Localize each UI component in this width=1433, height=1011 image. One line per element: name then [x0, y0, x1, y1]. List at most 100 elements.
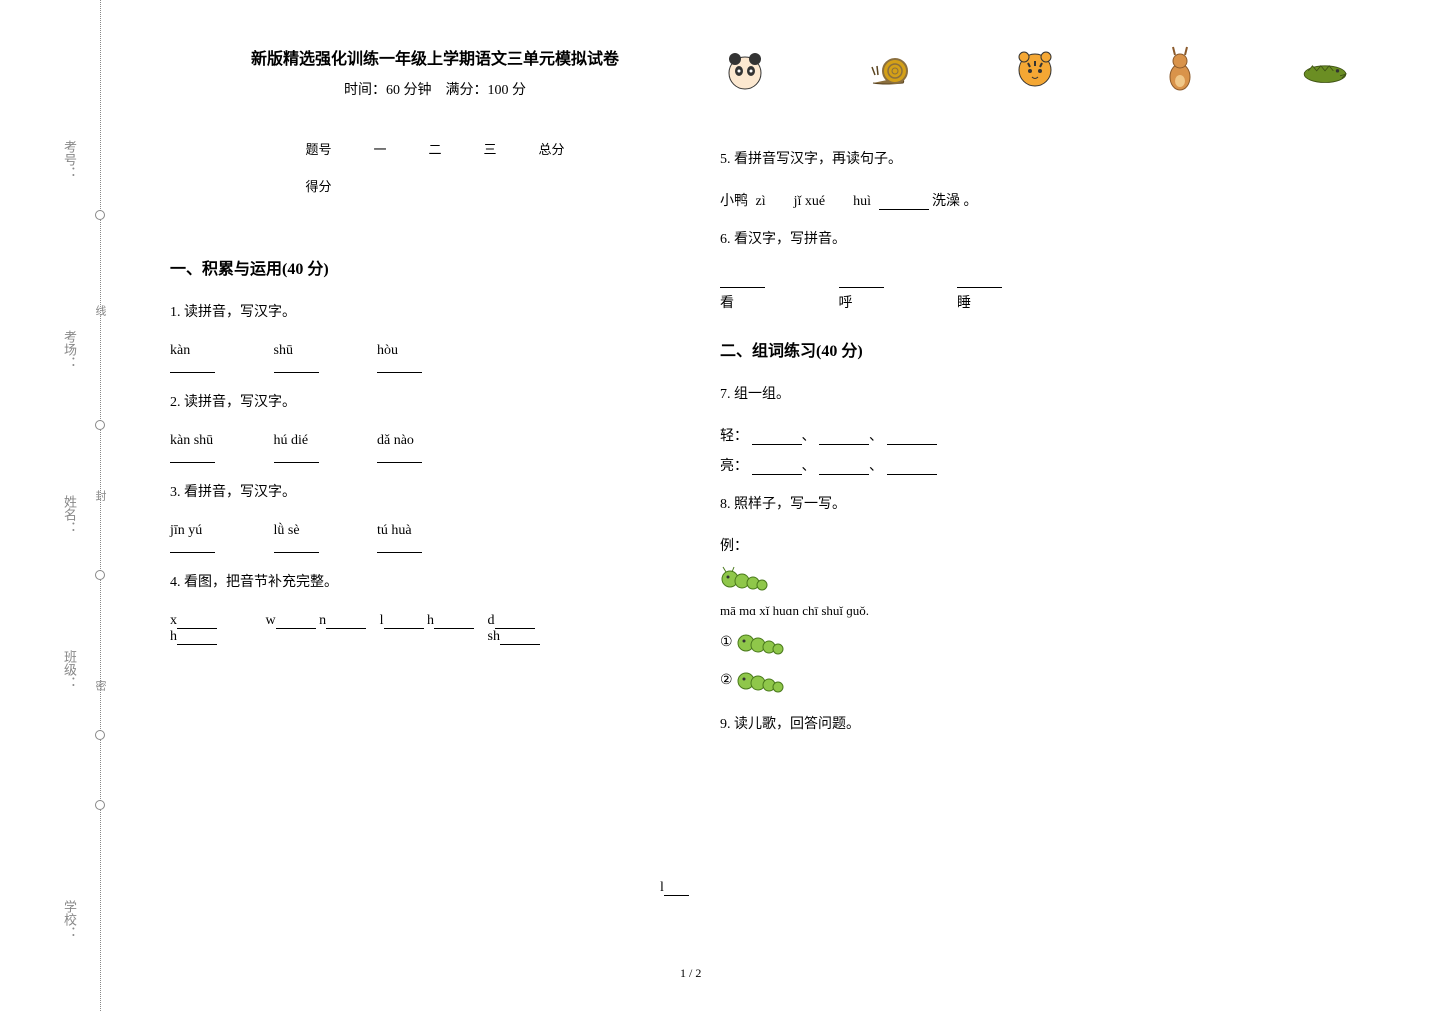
- answer-blank[interactable]: [957, 270, 1002, 288]
- q5-prompt: 5. 看拼音写汉字，再读句子。: [720, 146, 1250, 174]
- dotted-fold-line: [100, 0, 101, 1011]
- answer-blank[interactable]: [887, 461, 937, 475]
- binding-label-name: 姓名：: [60, 495, 79, 534]
- q6-item: 睡: [957, 270, 1002, 312]
- fold-circle: [95, 800, 105, 810]
- q1-item: kàn: [170, 343, 215, 373]
- answer-blank[interactable]: [177, 631, 217, 645]
- q6-item: 看: [720, 270, 765, 312]
- prefix: x: [170, 613, 177, 628]
- pinyin-text: kàn shū: [170, 433, 213, 448]
- answer-blank[interactable]: [819, 431, 869, 445]
- sentence-part: 洗澡 。: [932, 194, 978, 209]
- binding-label-exam-id: 考号：: [60, 140, 79, 179]
- q3-item: jīn yú: [170, 523, 215, 553]
- answer-blank[interactable]: [377, 539, 422, 553]
- q6-item: 呼: [839, 270, 884, 312]
- prefix: n: [319, 613, 326, 628]
- pinyin-text: kàn: [170, 343, 190, 358]
- answer-blank[interactable]: [377, 359, 422, 373]
- q8-prompt: 8. 照样子，写一写。: [720, 491, 1250, 519]
- sentence-part: 小鸭: [720, 194, 748, 209]
- crocodile-icon: [1300, 45, 1350, 95]
- item-number: ①: [720, 635, 733, 650]
- answer-blank[interactable]: [170, 539, 215, 553]
- char-text: 看: [720, 296, 734, 311]
- q8-example-label: 例：: [720, 535, 1250, 555]
- answer-blank[interactable]: [274, 449, 319, 463]
- q7-line1: 轻： 、 、: [720, 425, 1250, 445]
- answer-blank[interactable]: [879, 196, 929, 210]
- binding-label-room: 考场：: [60, 330, 79, 369]
- answer-blank[interactable]: [384, 615, 424, 629]
- q2-prompt: 2. 读拼音，写汉字。: [170, 389, 700, 417]
- binding-label-class: 班级：: [60, 650, 79, 689]
- q1-row: kàn shū hòu: [170, 343, 700, 373]
- item-number: ②: [720, 673, 733, 688]
- answer-blank[interactable]: [500, 631, 540, 645]
- q7-line2: 亮： 、 、: [720, 455, 1250, 475]
- fold-circle: [95, 420, 105, 430]
- pinyin-text: shū: [274, 343, 293, 358]
- score-col: 三: [464, 131, 517, 166]
- answer-blank[interactable]: [377, 449, 422, 463]
- fold-circle: [95, 210, 105, 220]
- prefix: h: [170, 629, 177, 644]
- q4-row: x h w n l h d sh: [170, 613, 700, 645]
- caterpillar-icon: [720, 565, 770, 593]
- q6-row: 看 呼 睡: [720, 270, 1250, 312]
- sentence-part: zì jǐ xué huì: [756, 194, 872, 209]
- prefix: d: [488, 613, 495, 628]
- pinyin-text: tú huà: [377, 523, 412, 538]
- q1-item: hòu: [377, 343, 422, 373]
- answer-blank[interactable]: [752, 461, 802, 475]
- fold-char: 密: [92, 680, 108, 691]
- answer-blank[interactable]: [819, 461, 869, 475]
- exam-title: 新版精选强化训练一年级上学期语文三单元模拟试卷: [170, 45, 700, 69]
- answer-blank[interactable]: [274, 539, 319, 553]
- q8-example: [720, 565, 1250, 593]
- score-col: 二: [408, 131, 461, 166]
- section-2-heading: 二、组词练习(40 分): [720, 337, 1250, 361]
- q9-prompt: 9. 读儿歌，回答问题。: [720, 711, 1250, 739]
- binding-edge: 考号： 考场： 姓名： 班级： 学校： 线 封 密: [60, 0, 120, 1011]
- q8-example-text: mā mɑ xǐ huɑn chī shuǐ ɡuǒ.: [720, 603, 1250, 619]
- prefix: h: [427, 613, 434, 628]
- q2-row: kàn shū hú dié dǎ nào: [170, 433, 700, 463]
- caterpillar-icon: [736, 667, 786, 695]
- q4-prompt: 4. 看图，把音节补充完整。: [170, 569, 700, 597]
- fold-circle: [95, 570, 105, 580]
- q5-sentence: 小鸭 zì jǐ xué huì 洗澡 。: [720, 190, 1250, 210]
- answer-blank[interactable]: [276, 615, 316, 629]
- answer-blank[interactable]: [177, 615, 217, 629]
- page-number: 1 / 2: [680, 966, 701, 981]
- q3-prompt: 3. 看拼音，写汉字。: [170, 479, 700, 507]
- answer-blank[interactable]: [170, 449, 215, 463]
- q1-prompt: 1. 读拼音，写汉字。: [170, 299, 700, 327]
- q8-item2: ②: [720, 667, 1250, 695]
- answer-blank[interactable]: [495, 615, 535, 629]
- answer-blank[interactable]: [434, 615, 474, 629]
- pinyin-text: hòu: [377, 343, 398, 358]
- pinyin-text: hú dié: [274, 433, 309, 448]
- answer-blank[interactable]: [839, 270, 884, 288]
- q7-prompt: 7. 组一组。: [720, 381, 1250, 409]
- answer-blank[interactable]: [664, 882, 689, 896]
- q8-item1: ①: [720, 629, 1250, 657]
- answer-blank[interactable]: [274, 359, 319, 373]
- score-col: 总分: [519, 131, 585, 166]
- answer-blank[interactable]: [326, 615, 366, 629]
- answer-blank[interactable]: [752, 431, 802, 445]
- score-col: 一: [353, 131, 406, 166]
- answer-blank[interactable]: [887, 431, 937, 445]
- tiger-icon: [1010, 45, 1060, 95]
- answer-blank[interactable]: [170, 359, 215, 373]
- answer-blank[interactable]: [720, 270, 765, 288]
- panda-icon: [720, 45, 770, 95]
- q3-row: jīn yú lǜ sè tú huà: [170, 523, 700, 553]
- score-row-label: 得分: [285, 168, 351, 203]
- q6-prompt: 6. 看汉字，写拼音。: [720, 226, 1250, 254]
- q1-item: shū: [274, 343, 319, 373]
- prefix: sh: [488, 629, 500, 644]
- q2-item: kàn shū: [170, 433, 215, 463]
